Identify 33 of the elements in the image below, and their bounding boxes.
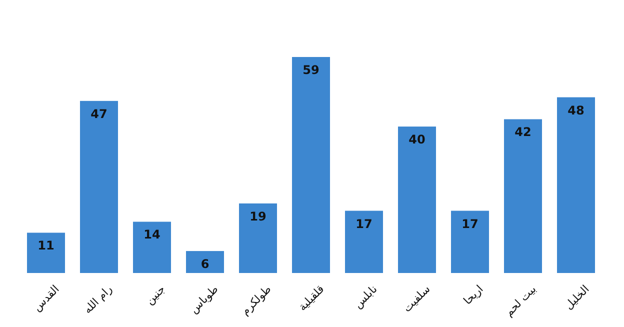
bar: [27, 232, 65, 273]
bar: [345, 210, 383, 273]
data-label: 14: [144, 228, 160, 242]
data-label: 11: [38, 238, 54, 253]
x-tick-label: الخليل: [562, 282, 592, 312]
data-label: 6: [200, 257, 210, 272]
data-label: 17: [462, 216, 478, 231]
x-tick-label: قلقيلية: [296, 282, 327, 314]
bar: [292, 57, 330, 273]
bar: [451, 210, 489, 273]
x-tick-label: نابلس: [351, 282, 380, 311]
x-tick-label: سلفيت: [400, 282, 433, 315]
x-tick-label: طوباس: [187, 282, 221, 316]
data-label: 17: [356, 216, 372, 231]
x-tick-label: طولكرم: [238, 282, 274, 318]
x-tick-label: القدس: [30, 282, 62, 314]
bar: [239, 203, 277, 273]
data-label: 19: [250, 209, 266, 224]
x-tick-label: بيت لحم: [502, 282, 539, 319]
data-label: 42: [514, 125, 532, 140]
data-label: 48: [568, 103, 584, 118]
bar: [398, 126, 436, 273]
data-label: 40: [408, 132, 426, 147]
x-tick-label: رام الله: [81, 282, 115, 316]
x-tick-label: اريحا: [461, 282, 486, 308]
bar: [80, 100, 118, 273]
x-tick-label: جنين: [143, 282, 168, 308]
bar: [504, 119, 542, 273]
bar: [186, 251, 224, 273]
data-label: 47: [90, 106, 108, 121]
data-label: 59: [302, 63, 320, 77]
bar: [557, 97, 595, 273]
bar: [133, 222, 171, 273]
